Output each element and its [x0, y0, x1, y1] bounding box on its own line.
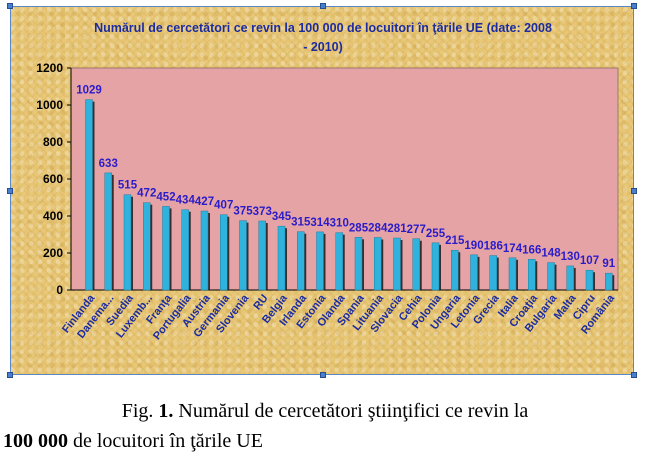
y-tick-label: 0	[56, 283, 63, 297]
value-label: 91	[602, 258, 615, 270]
value-label: 186	[484, 241, 503, 253]
y-tick-label: 400	[43, 209, 63, 223]
value-label: 427	[195, 196, 214, 208]
bar	[547, 262, 555, 291]
bar	[470, 254, 478, 291]
resize-handle-right[interactable]	[631, 188, 637, 194]
value-label: 472	[137, 188, 156, 200]
value-label: 314	[310, 217, 330, 229]
bar	[566, 265, 574, 291]
bar	[393, 237, 401, 291]
resize-handle-left[interactable]	[7, 188, 13, 194]
chart-title-line-2: - 2010)	[303, 40, 343, 54]
bar	[374, 237, 382, 291]
caption-line-2: 100 000 de locuitori în ţările UE	[0, 426, 650, 456]
resize-handle-bottom[interactable]	[320, 372, 326, 378]
y-tick-label: 1200	[36, 61, 63, 75]
bar	[239, 220, 247, 291]
value-label: 375	[233, 206, 253, 218]
caption-bold-number: 100 000	[3, 430, 68, 452]
value-label: 373	[253, 206, 272, 218]
value-label: 633	[99, 158, 118, 170]
caption-line-1: Fig. 1. Numărul de cercetători ştiinţifi…	[122, 400, 529, 422]
bar	[162, 206, 170, 291]
value-label: 174	[503, 243, 523, 255]
y-tick-label: 200	[43, 246, 63, 260]
value-label: 281	[387, 223, 407, 235]
chart-title-line-1: Numărul de cercetători ce revin la 100 0…	[94, 21, 552, 35]
value-label: 452	[156, 191, 175, 203]
value-label: 166	[522, 244, 541, 256]
bar-chart: Numărul de cercetători ce revin la 100 0…	[36, 21, 619, 342]
resize-handle-top-left[interactable]	[7, 3, 13, 9]
bar	[605, 272, 613, 291]
value-label: 255	[426, 228, 446, 240]
caption-prefix: Fig.	[121, 400, 159, 422]
value-label: 407	[214, 200, 233, 212]
figure-caption: Fig. 1. Numărul de cercetători ştiinţifi…	[0, 396, 650, 456]
value-label: 310	[330, 218, 349, 230]
bar	[354, 237, 363, 291]
resize-handle-bottom-right[interactable]	[631, 372, 637, 378]
value-label: 345	[272, 211, 292, 223]
value-label: 107	[580, 255, 599, 267]
bar	[220, 214, 228, 291]
bar	[489, 255, 497, 291]
bar	[258, 220, 266, 291]
resize-handle-top[interactable]	[320, 3, 326, 9]
bar	[123, 194, 132, 291]
bar	[104, 172, 112, 291]
value-label: 1029	[76, 85, 102, 97]
y-axis: 0 200 400 600 800 1000 1200	[36, 61, 618, 297]
resize-handle-bottom-left[interactable]	[7, 372, 13, 378]
bar	[181, 209, 189, 291]
chart-frame[interactable]: Numărul de cercetători ce revin la 100 0…	[7, 3, 637, 378]
bar	[143, 202, 151, 291]
value-label: 277	[407, 224, 426, 236]
value-label: 130	[561, 251, 580, 263]
bar	[412, 238, 420, 291]
bar	[297, 231, 305, 291]
value-label: 515	[118, 180, 138, 192]
bar	[451, 249, 459, 291]
caption-figure-number: 1.	[158, 400, 174, 422]
resize-handle-top-right[interactable]	[631, 3, 637, 9]
bar	[277, 225, 286, 291]
caption-text-1: Numărul de cercetători ştiinţifici ce re…	[173, 400, 529, 422]
value-label: 434	[176, 195, 196, 207]
bar	[335, 232, 343, 291]
bar	[585, 269, 594, 291]
value-label: 315	[291, 217, 311, 229]
x-axis-labels: FinlandaDanema...SuediaLuxemb...FranţaPo…	[60, 292, 618, 342]
y-tick-label: 1000	[36, 98, 63, 112]
bar	[316, 231, 324, 291]
bar	[431, 242, 440, 291]
value-label: 284	[368, 222, 388, 234]
value-label: 190	[464, 240, 483, 252]
value-label: 285	[349, 222, 369, 234]
bar	[85, 99, 93, 291]
caption-text-2: de locuitori în ţările UE	[68, 430, 263, 452]
value-label: 215	[445, 235, 465, 247]
y-tick-label: 600	[43, 172, 63, 186]
y-tick-label: 800	[43, 135, 63, 149]
bar	[508, 257, 517, 291]
bar	[200, 210, 209, 291]
value-label: 148	[541, 248, 561, 260]
bar	[528, 259, 536, 291]
